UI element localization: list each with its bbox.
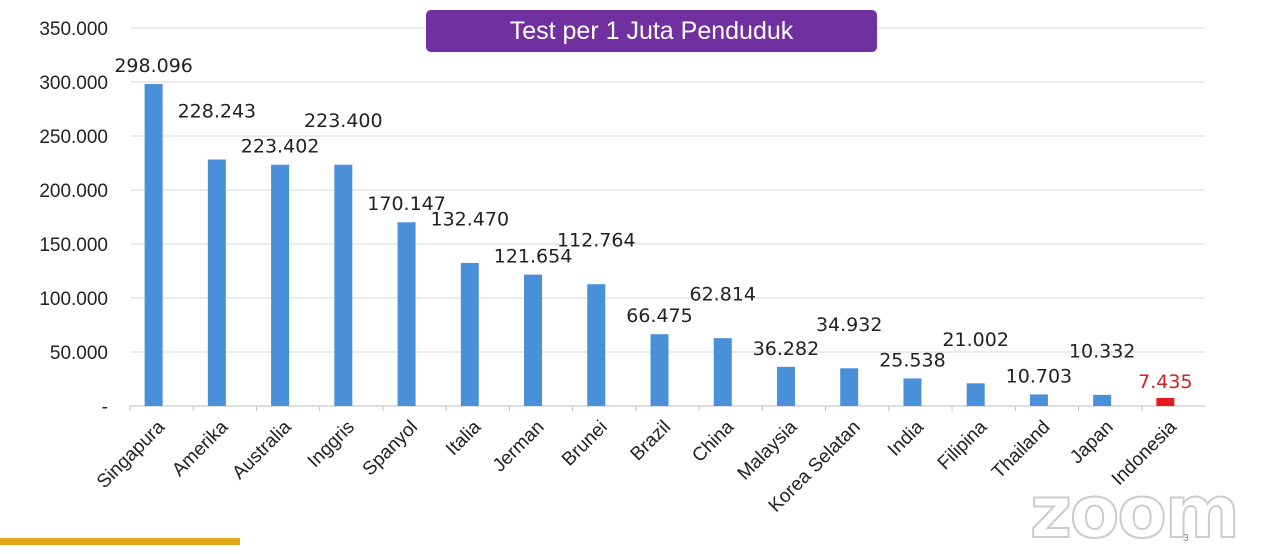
category-label: Filipina [934,416,992,474]
bar [713,338,732,406]
bar [587,284,606,406]
bar [776,366,795,406]
y-tick-label: 300.000 [39,73,108,94]
data-label: 7.435 [1138,371,1192,393]
bar [460,262,479,406]
category-label: Italia [442,416,486,460]
category-label: Japan [1066,417,1117,468]
data-label: 10.332 [1069,340,1135,362]
category-label: Jerman [489,417,549,477]
page-number: 3 [1183,533,1189,544]
category-label: Spanyol [359,417,422,480]
data-label: 34.932 [816,314,882,336]
bar [397,222,416,406]
data-label: 298.096 [114,55,193,77]
data-label: 25.538 [879,349,945,371]
category-label: India [884,416,928,460]
data-label: 10.703 [1006,365,1072,387]
bar [207,159,226,406]
bar [903,378,922,406]
y-tick-label: - [102,397,108,418]
bar-indonesia [1156,398,1175,406]
bar [524,274,543,406]
data-label: 170.147 [367,193,446,215]
y-tick-label: 250.000 [39,127,108,148]
y-tick-label: 100.000 [39,289,108,310]
category-label: Brazil [627,417,675,465]
bar [271,164,290,406]
y-tick-label: 350.000 [39,19,108,40]
data-label: 112.764 [557,230,636,252]
data-label: 62.814 [689,284,755,306]
category-label: Singapura [93,416,169,492]
bottom-accent-strip [0,538,240,545]
data-label: 223.402 [241,136,320,158]
data-label: 121.654 [494,246,573,268]
bar [966,383,985,406]
category-label: Australia [229,416,296,483]
category-label: China [688,416,738,466]
data-label: 228.243 [178,100,257,122]
bar [650,334,669,406]
category-label: Brunei [558,417,612,471]
data-label: 21.002 [942,329,1008,351]
zoom-watermark-logo: zoom [1029,469,1241,554]
data-label: 223.400 [304,110,383,132]
bar [1029,394,1048,406]
bar [840,368,859,406]
bar [1093,394,1112,406]
y-tick-label: 50.000 [50,343,108,364]
bar [334,164,353,406]
category-label: Amerika [168,416,232,480]
y-tick-label: 150.000 [39,235,108,256]
chart-title: Test per 1 Juta Penduduk [426,10,877,52]
y-tick-label: 200.000 [39,181,108,202]
category-label: Inggris [304,417,359,472]
data-label: 36.282 [753,338,819,360]
data-label: 132.470 [431,208,510,230]
data-label: 66.475 [626,305,692,327]
bar [144,84,163,406]
